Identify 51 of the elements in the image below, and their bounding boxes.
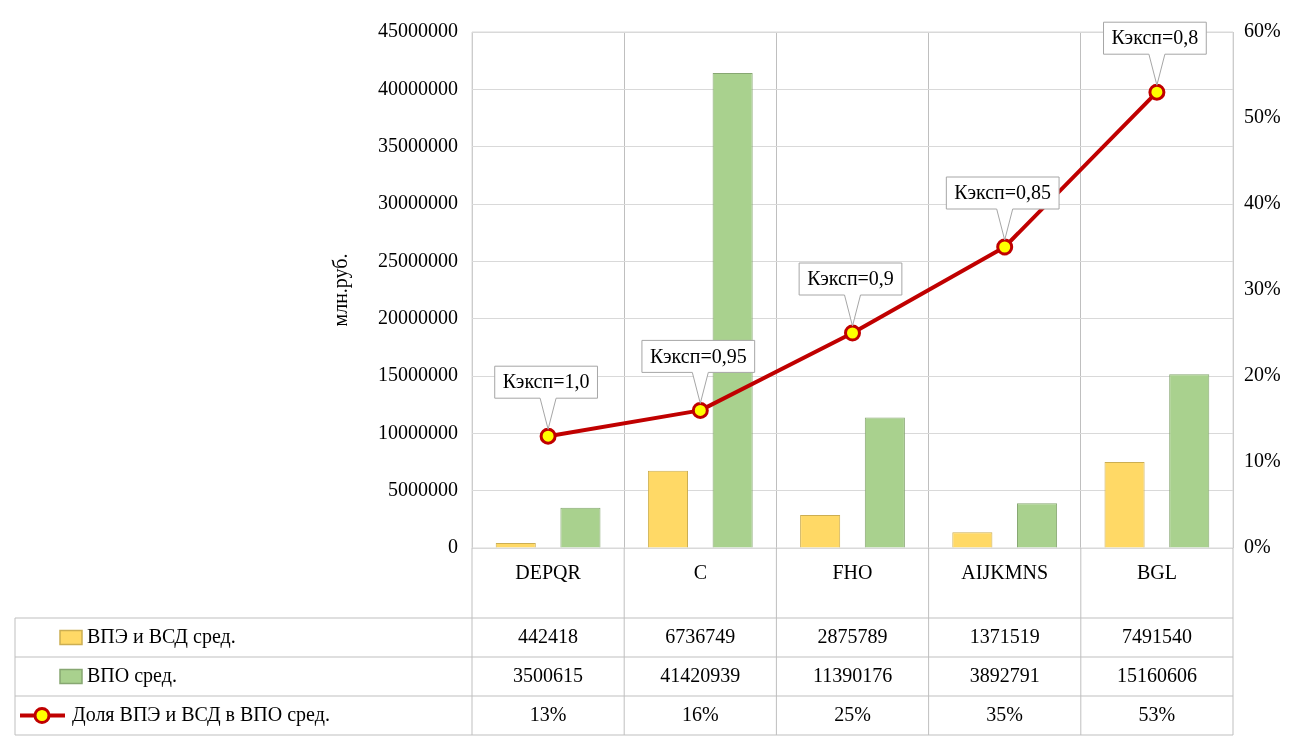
y2-tick-label: 10%	[1244, 449, 1281, 472]
data-label: 3500615	[513, 663, 584, 686]
data-label: 53%	[1138, 702, 1176, 725]
y2-tick-label: 40%	[1244, 191, 1281, 214]
y2-tick-label: 0%	[1244, 535, 1271, 558]
annotation: Кэксп=1,0	[502, 370, 590, 393]
y-tick-label: 20000000	[378, 305, 458, 328]
y-tick-label: 25000000	[378, 248, 458, 271]
y-tick-label: 45000000	[378, 19, 458, 42]
data-label: 442418	[518, 624, 579, 647]
point	[996, 238, 1014, 256]
y-tick-label: 10000000	[378, 420, 458, 443]
y-tick-label: 0	[448, 535, 458, 558]
y-tick-label: 35000000	[378, 133, 458, 156]
x-tick-label: BGL	[1136, 561, 1177, 584]
point	[1148, 83, 1166, 101]
point	[844, 324, 861, 342]
data-label: 3892791	[969, 663, 1040, 686]
x-tick-label: C	[693, 561, 707, 584]
data-label: 15160606	[1116, 663, 1197, 686]
legend-label: Доля ВПЭ и ВСД в ВПО сред.	[72, 702, 330, 726]
y-tick-label: 5000000	[388, 477, 458, 500]
legend-label: ВПО сред.	[87, 663, 177, 687]
y2-tick-label: 30%	[1244, 277, 1281, 300]
data-label: 16%	[681, 702, 719, 725]
annotation: Кэксп=0,9	[807, 267, 894, 290]
data-label: 6736749	[665, 624, 736, 647]
annotation: Кэксп=0,95	[649, 344, 747, 367]
point	[539, 427, 557, 445]
data-label: 11390176	[812, 663, 893, 686]
x-tick-label: DEPQR	[515, 561, 582, 584]
y-tick-label: 30000000	[378, 191, 458, 214]
data-label: 35%	[986, 702, 1024, 725]
point	[691, 401, 709, 419]
y-axis-title: млн.руб.	[329, 253, 353, 327]
annotation: Кэксп=0,8	[1111, 26, 1199, 49]
y-tick-label: 40000000	[378, 76, 458, 99]
x-tick-label: FHO	[832, 561, 873, 584]
y2-tick-label: 20%	[1244, 363, 1281, 386]
annotation: Кэксп=0,85	[954, 181, 1052, 204]
data-label: 41420939	[660, 663, 741, 686]
x-tick-label: AIJKMNS	[961, 561, 1049, 584]
y-tick-label: 15000000	[378, 363, 458, 386]
data-label: 2875789	[817, 624, 888, 647]
data-label: 7491540	[1121, 624, 1192, 647]
y2-tick-label: 60%	[1244, 19, 1281, 42]
data-label: 13%	[529, 702, 567, 725]
legend-label: ВПЭ и ВСД сред.	[87, 624, 236, 648]
data-label: 25%	[834, 702, 871, 725]
data-label: 1371519	[969, 624, 1040, 647]
y2-tick-label: 50%	[1244, 105, 1281, 128]
